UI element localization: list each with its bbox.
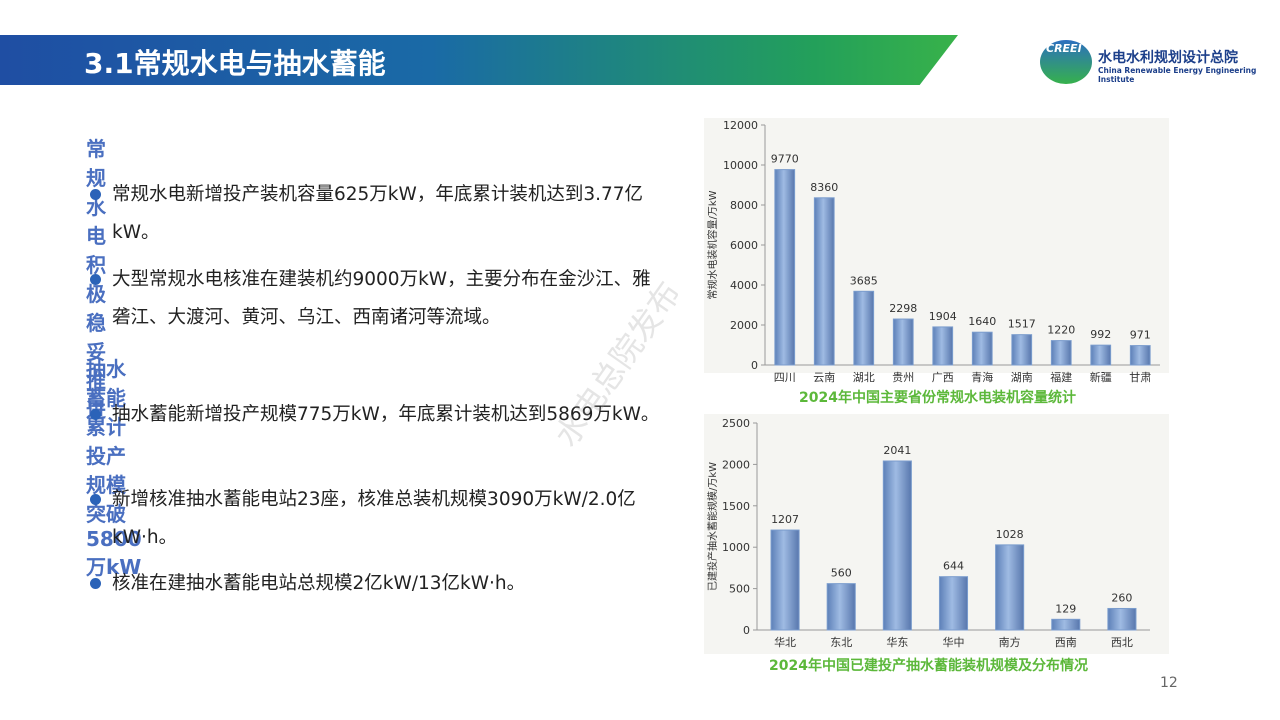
bar <box>853 290 875 366</box>
x-tick-label: 贵州 <box>892 371 914 384</box>
value-label: 992 <box>1090 328 1111 341</box>
section-heading: 常规水电积极稳妥推进 <box>86 137 106 422</box>
value-label: 644 <box>943 560 964 573</box>
y-axis-title: 已建投产抽水蓄能规模/万kW <box>706 462 719 591</box>
bullet: 常规水电新增投产装机容量625万kW，年底累计装机达到3.77亿kW。 <box>86 176 662 252</box>
x-tick-label: 新疆 <box>1090 370 1112 384</box>
chart-caption: 2024年中国主要省份常规水电装机容量统计 <box>799 389 1076 406</box>
y-tick-label: 2000 <box>722 458 750 471</box>
x-tick-label: 云南 <box>813 371 835 384</box>
page-number: 12 <box>1160 675 1178 691</box>
y-tick-label: 4000 <box>730 279 758 292</box>
value-label: 1028 <box>996 528 1024 541</box>
value-label: 2298 <box>889 302 917 315</box>
bullet: 核准在建抽水蓄能电站总规模2亿kW/13亿kW·h。 <box>86 565 662 603</box>
logo <box>1040 40 1092 84</box>
y-tick-label: 1500 <box>722 500 750 513</box>
chart-caption: 2024年中国已建投产抽水蓄能装机规模及分布情况 <box>769 657 1088 674</box>
x-tick-label: 青海 <box>971 370 993 384</box>
x-tick-label: 华东 <box>886 635 908 649</box>
value-label: 260 <box>1111 591 1132 604</box>
bullet: 抽水蓄能新增投产规模775万kW，年底累计装机达到5869万kW。 <box>86 396 662 434</box>
value-label: 1640 <box>968 315 996 328</box>
bar <box>1051 618 1081 631</box>
x-tick-label: 湖北 <box>853 371 875 384</box>
bar <box>971 331 993 366</box>
value-label: 8360 <box>810 181 838 194</box>
y-tick-label: 10000 <box>723 159 758 172</box>
x-tick-label: 湖南 <box>1011 371 1033 384</box>
bar <box>1050 340 1072 366</box>
y-tick-label: 12000 <box>723 119 758 132</box>
bar <box>1129 345 1151 366</box>
value-label: 3685 <box>850 274 878 287</box>
y-tick-label: 2500 <box>722 417 750 430</box>
x-tick-label: 西北 <box>1111 636 1133 649</box>
header-bar <box>0 35 958 85</box>
bar <box>932 326 954 366</box>
bar <box>770 529 800 631</box>
bar <box>813 197 835 366</box>
y-tick-label: 2000 <box>730 319 758 332</box>
x-tick-label: 华中 <box>943 635 965 649</box>
bar <box>1090 344 1112 366</box>
value-label: 129 <box>1055 602 1076 615</box>
x-tick-label: 南方 <box>999 635 1021 649</box>
x-tick-label: 华北 <box>774 635 796 649</box>
value-label: 1220 <box>1047 324 1075 337</box>
y-tick-label: 8000 <box>730 199 758 212</box>
bar <box>892 318 914 366</box>
bar <box>995 544 1025 631</box>
value-label: 1904 <box>929 310 957 323</box>
bar <box>774 169 796 366</box>
org-name-en: China Renewable Energy Engineering Insti… <box>1098 66 1257 84</box>
value-label: 971 <box>1130 329 1151 342</box>
logo-mark: CREEI <box>1046 42 1082 55</box>
x-tick-label: 广西 <box>932 371 954 384</box>
header-title: 3.1常规水电与抽水蓄能 <box>84 47 386 80</box>
bar <box>938 576 969 631</box>
bullet: 大型常规水电核准在建装机约9000万kW，主要分布在金沙江、雅砻江、大渡河、黄河… <box>86 261 662 337</box>
bar <box>826 583 856 631</box>
org-name: 水电水利规划设计总院 <box>1098 50 1238 66</box>
bar <box>1011 334 1033 366</box>
y-tick-label: 6000 <box>730 239 758 252</box>
x-tick-label: 东北 <box>830 636 852 649</box>
value-label: 9770 <box>771 153 799 166</box>
value-label: 1517 <box>1008 318 1036 331</box>
section-heading: 抽水蓄能累计投产规模突破5800万kW <box>86 357 142 579</box>
x-tick-label: 四川 <box>774 371 796 384</box>
y-tick-label: 500 <box>729 583 750 596</box>
value-label: 560 <box>831 567 852 580</box>
bar <box>882 460 912 631</box>
value-label: 2041 <box>883 444 911 457</box>
bullet: 新增核准抽水蓄能电站23座，核准总装机规模3090万kW/2.0亿kW·h。 <box>86 481 662 557</box>
y-tick-label: 0 <box>743 624 750 637</box>
x-tick-label: 西南 <box>1055 636 1077 649</box>
y-axis-title: 常规水电装机容量/万kW <box>706 190 719 299</box>
x-tick-label: 福建 <box>1050 370 1072 384</box>
y-tick-label: 1000 <box>722 541 750 554</box>
y-tick-label: 0 <box>751 359 758 372</box>
x-tick-label: 甘肃 <box>1129 371 1151 384</box>
bar <box>1107 607 1137 631</box>
value-label: 1207 <box>771 513 799 526</box>
